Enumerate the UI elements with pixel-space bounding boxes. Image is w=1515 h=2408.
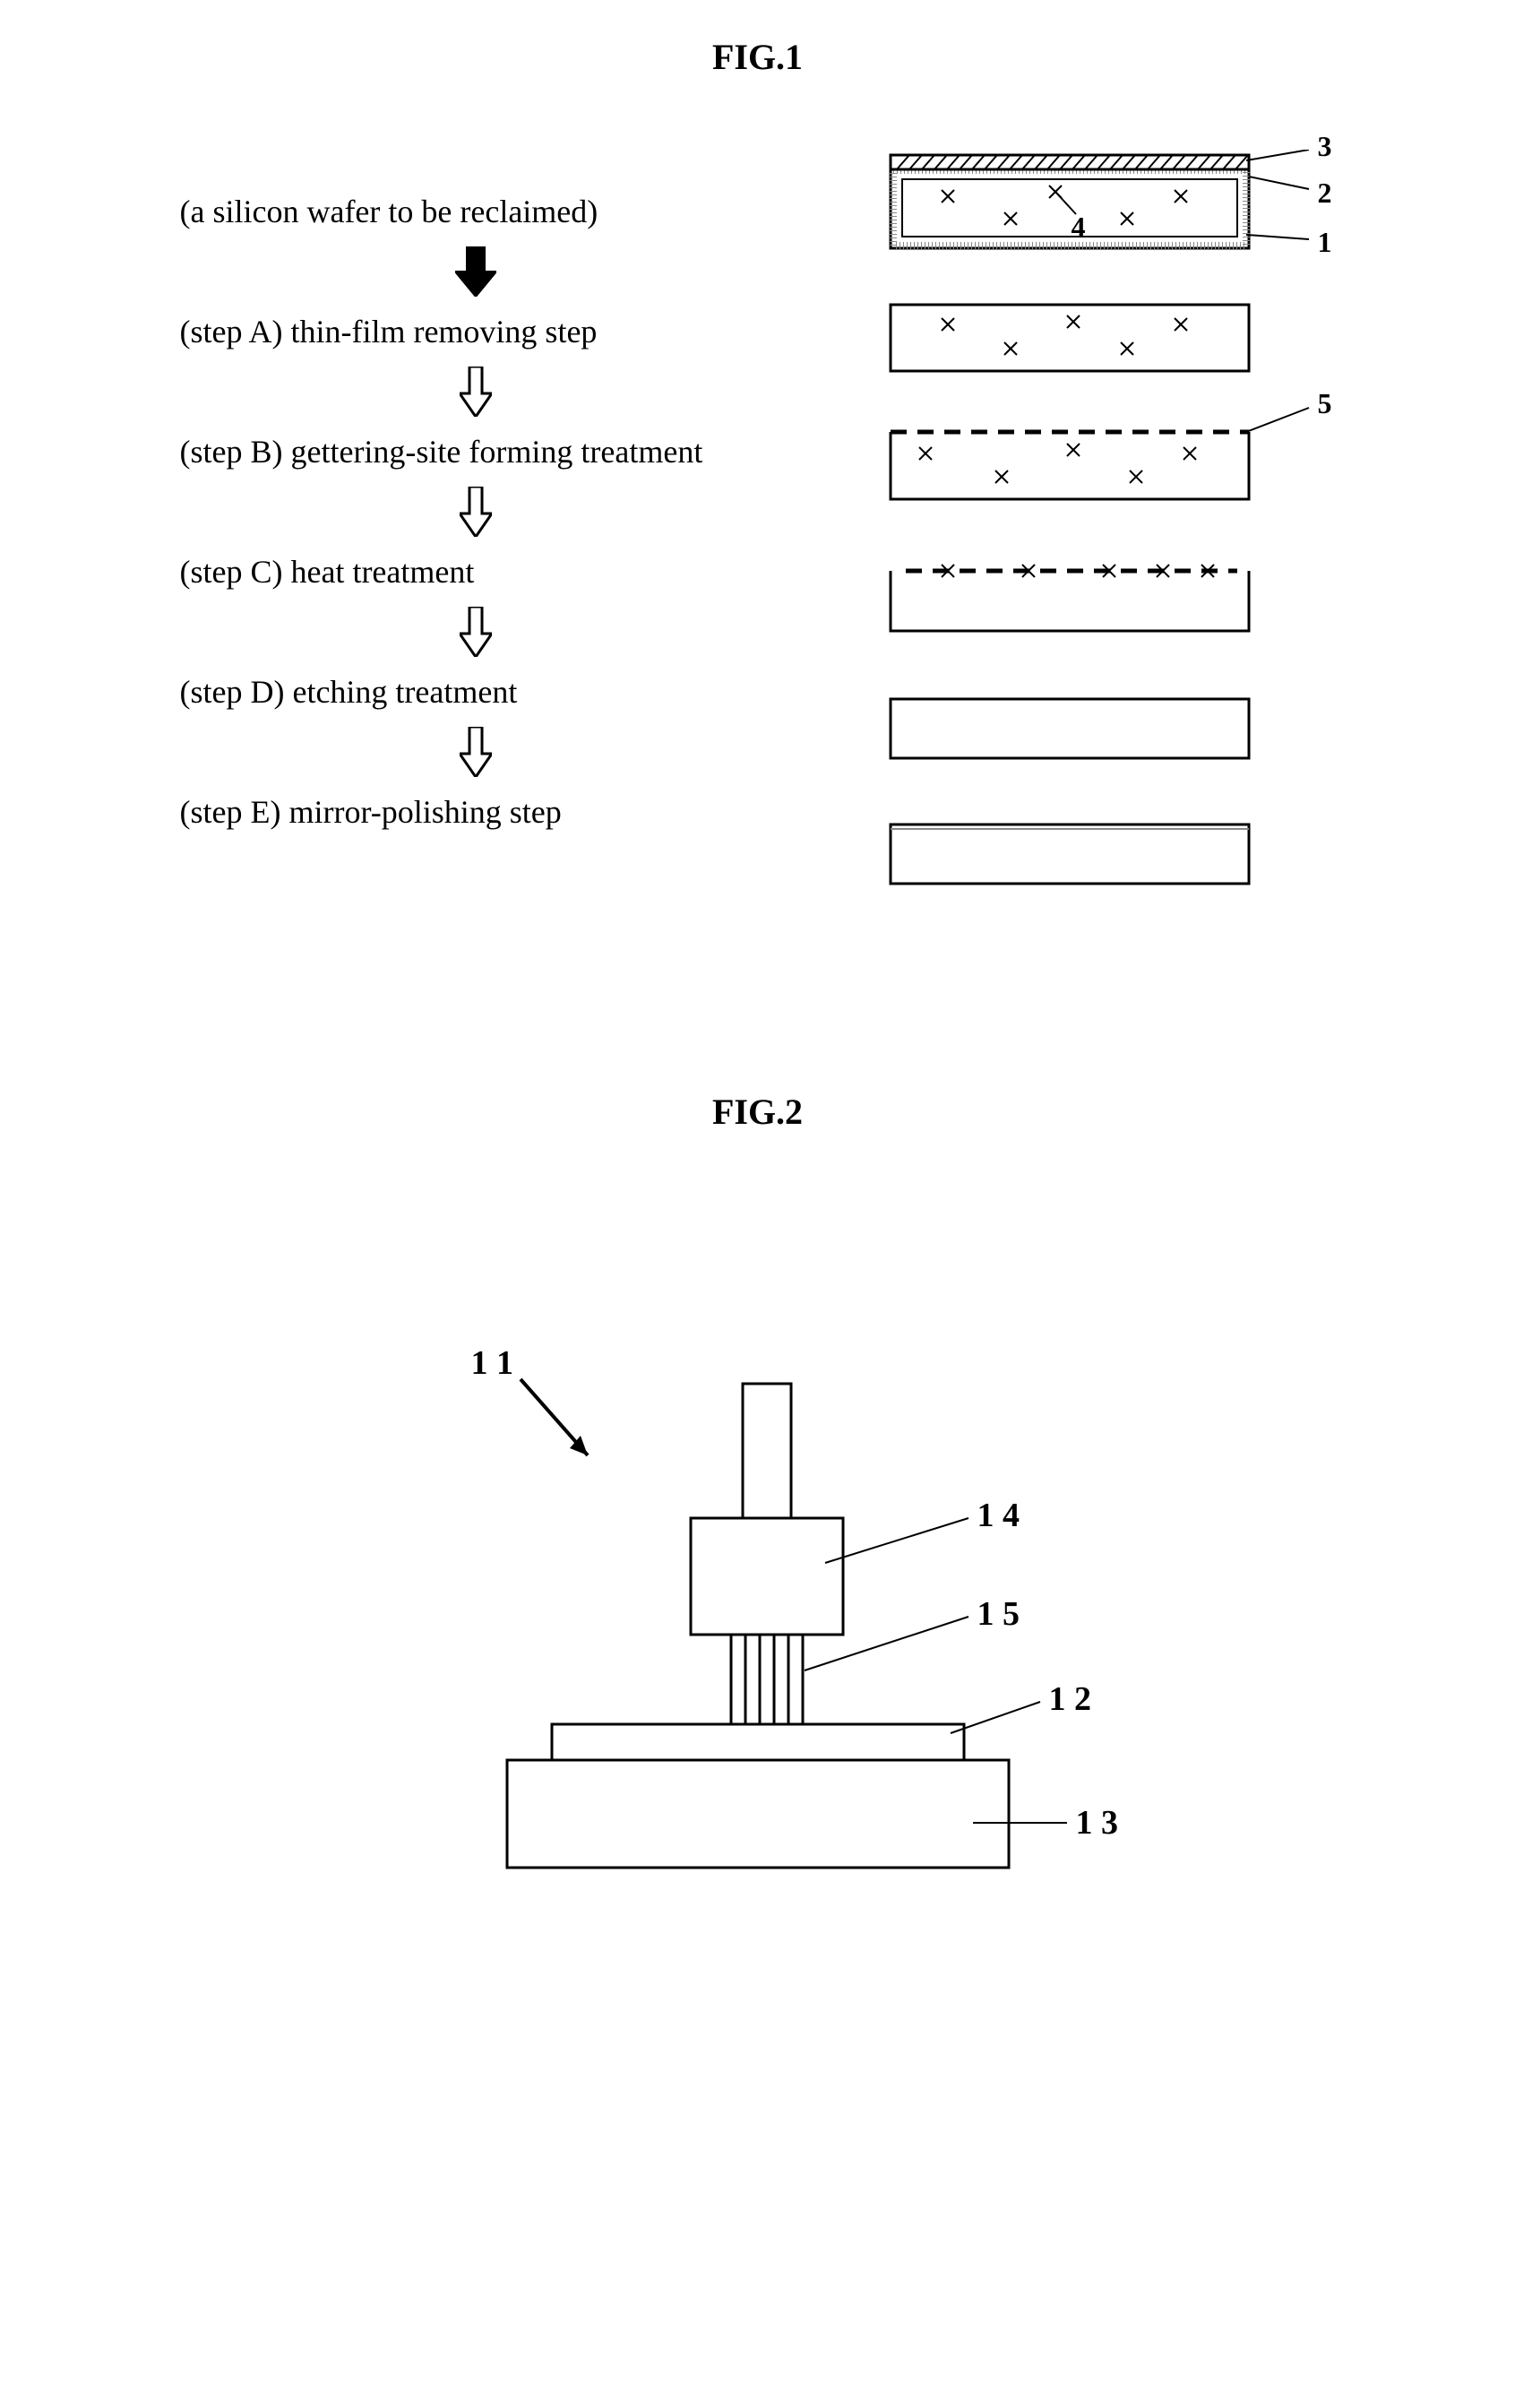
callout-3: 3 — [1318, 130, 1332, 163]
callout-11: 1 1 — [471, 1343, 514, 1383]
arrow-open-down-icon — [460, 607, 492, 657]
step-e: (step E) mirror-polishing step — [180, 793, 562, 831]
callout-leaders — [1246, 150, 1372, 275]
apparatus-diagram — [310, 1204, 1206, 2011]
callout-14: 1 4 — [977, 1496, 1020, 1535]
arrow-open-down-icon — [460, 487, 492, 537]
step-d: (step D) etching treatment — [180, 673, 518, 711]
wafer-a-diagram — [888, 302, 1255, 374]
step-a: (step A) thin-film removing step — [180, 313, 598, 350]
fig2-content: 1 1 1 4 1 5 1 2 1 3 — [310, 1204, 1206, 2011]
fig1-content: (a silicon wafer to be reclaimed) (step … — [36, 150, 1479, 1001]
callout-4: 4 — [1072, 211, 1086, 244]
arrow-solid-down-icon — [455, 246, 496, 297]
arrow-open-down-icon — [460, 727, 492, 777]
figure-1: FIG.1 (a silicon wafer to be reclaimed) … — [36, 36, 1479, 1001]
step-start: (a silicon wafer to be reclaimed) — [180, 193, 598, 230]
wafer-b-diagram — [888, 427, 1255, 504]
callout-12: 1 2 — [1049, 1679, 1092, 1719]
fig1-title: FIG.1 — [36, 36, 1479, 78]
callout-15: 1 5 — [977, 1594, 1020, 1634]
fig2-title: FIG.2 — [36, 1091, 1479, 1133]
callout-1: 1 — [1318, 226, 1332, 259]
arrow-11-icon — [521, 1379, 588, 1455]
callout-2: 2 — [1318, 177, 1332, 210]
step-c: (step C) heat treatment — [180, 553, 475, 591]
arrow-open-down-icon — [460, 367, 492, 417]
figure-2: FIG.2 — [36, 1091, 1479, 2011]
fig1-steps-column: (a silicon wafer to be reclaimed) (step … — [180, 150, 861, 1001]
callout-13: 1 3 — [1076, 1803, 1119, 1843]
step-b: (step B) gettering-site forming treatmen… — [180, 433, 703, 470]
wafer-c-diagram — [888, 562, 1255, 634]
fig1-diagrams-column: 3 2 1 4 — [888, 150, 1425, 1001]
callout-5: 5 — [1318, 387, 1332, 420]
wafer-d-diagram — [888, 696, 1255, 761]
wafer-e-diagram — [888, 822, 1255, 886]
